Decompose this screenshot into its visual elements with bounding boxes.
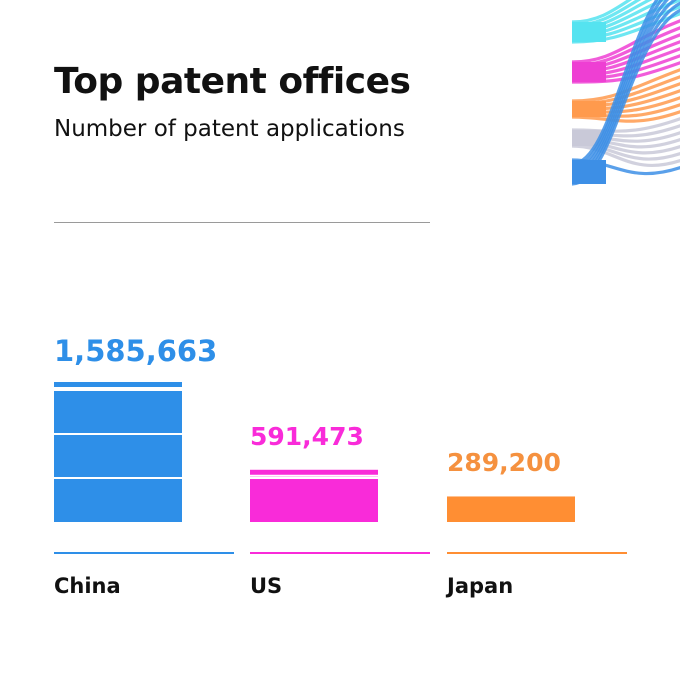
ribbon-band: [572, 62, 606, 82]
ribbon-strand: [571, 0, 659, 166]
value-label-japan: 289,200: [447, 448, 561, 478]
baseline-us: [250, 552, 430, 554]
decorative-ribbon-graphic: [571, 0, 680, 186]
bar-china: [54, 382, 182, 522]
ribbon-strand: [571, 109, 680, 123]
ribbon-strand: [571, 144, 680, 168]
ribbon-strand: [571, 0, 633, 24]
category-label-china: China: [54, 574, 121, 598]
ribbon-band: [572, 22, 606, 42]
chart-subtitle: Number of patent applications: [54, 116, 405, 142]
ribbon-band: [572, 101, 606, 117]
chart-title: Top patent offices: [54, 61, 411, 102]
baseline-japan: [447, 552, 627, 554]
ribbon-strand: [571, 19, 680, 64]
value-label-china: 1,585,663: [54, 334, 218, 368]
header-divider: [54, 222, 430, 223]
category-label-japan: Japan: [447, 574, 514, 598]
ribbon-band: [572, 160, 606, 184]
bar-japan: [447, 496, 575, 522]
value-label-us: 591,473: [250, 421, 364, 451]
category-label-us: US: [250, 574, 283, 598]
baseline-china: [54, 552, 234, 554]
